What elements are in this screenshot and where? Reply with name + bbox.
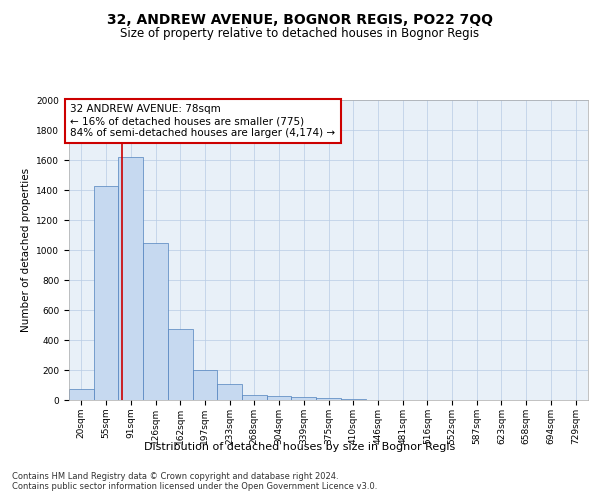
Text: Distribution of detached houses by size in Bognor Regis: Distribution of detached houses by size … [145,442,455,452]
Bar [193,370,217,400]
Bar [341,399,365,400]
Bar [69,389,94,400]
Bar [217,384,242,400]
Text: Contains public sector information licensed under the Open Government Licence v3: Contains public sector information licen… [12,482,377,491]
Bar [118,157,143,400]
Text: 32 ANDREW AVENUE: 78sqm
← 16% of detached houses are smaller (775)
84% of semi-d: 32 ANDREW AVENUE: 78sqm ← 16% of detache… [70,104,335,138]
Bar [143,242,168,400]
Bar [94,186,118,400]
Bar [242,395,267,400]
Bar [168,329,193,400]
Bar [267,396,292,400]
Text: Size of property relative to detached houses in Bognor Regis: Size of property relative to detached ho… [121,28,479,40]
Bar [292,397,316,400]
Text: 32, ANDREW AVENUE, BOGNOR REGIS, PO22 7QQ: 32, ANDREW AVENUE, BOGNOR REGIS, PO22 7Q… [107,12,493,26]
Text: Contains HM Land Registry data © Crown copyright and database right 2024.: Contains HM Land Registry data © Crown c… [12,472,338,481]
Bar [316,398,341,400]
Y-axis label: Number of detached properties: Number of detached properties [21,168,31,332]
